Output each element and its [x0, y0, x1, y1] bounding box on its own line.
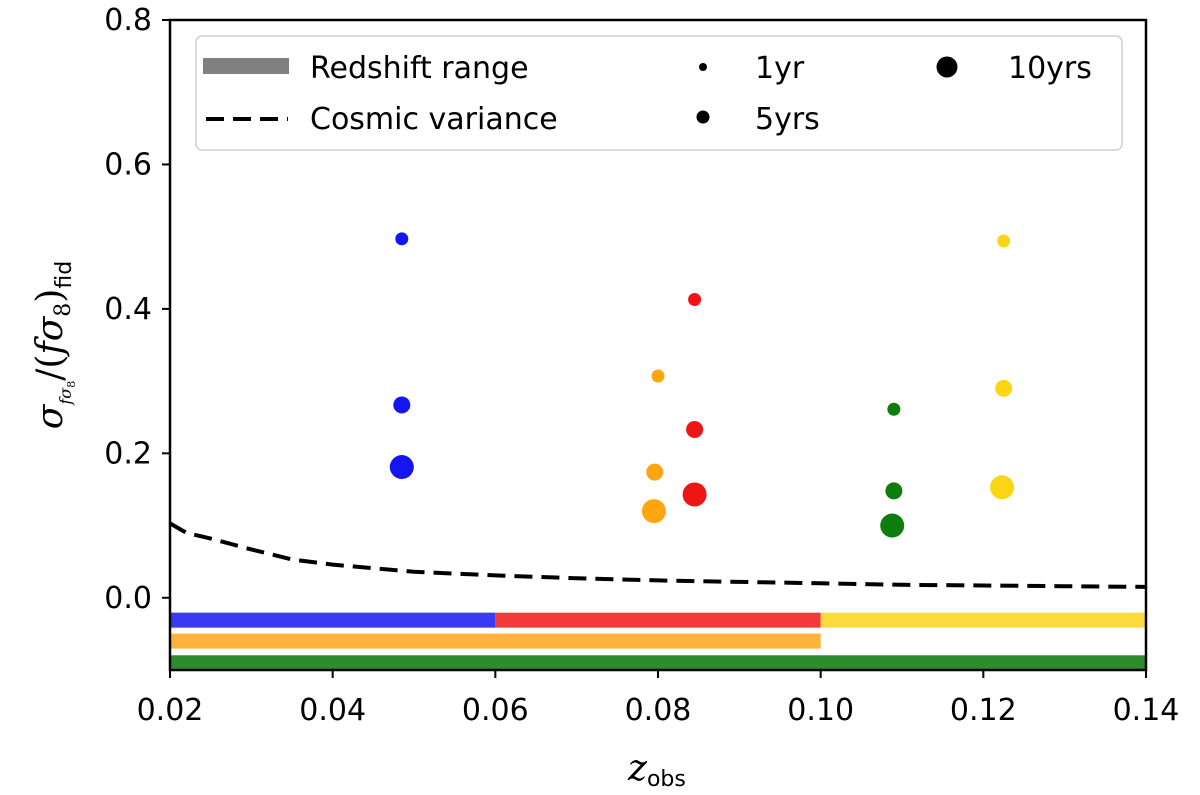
legend-frame [195, 35, 1123, 151]
x-tick-label: 0.04 [299, 693, 366, 728]
x-axis-label-sub: obs [647, 767, 686, 792]
x-axis-label: zobs [627, 748, 686, 792]
point-red-10yrs [682, 482, 707, 507]
redshift-band-gold [820, 612, 1146, 628]
y-axis-label-sigma2: σ [30, 315, 71, 341]
y-tick-label: 0.4 [104, 292, 152, 327]
y-tick-label: 0.8 [104, 3, 152, 38]
x-tick-label: 0.08 [625, 693, 692, 728]
point-red-5yrs [686, 421, 704, 438]
x-axis-ticks: 0.02 0.04 0.06 0.08 0.10 0.12 0.14 [137, 670, 1180, 728]
legend-label-1yr: 1yr [755, 51, 805, 86]
point-green-1yr [887, 402, 901, 416]
point-gold-10yrs [990, 475, 1015, 500]
x-tick-label: 0.02 [137, 693, 204, 728]
point-orange-5yrs [646, 463, 664, 481]
point-blue-10yrs [389, 455, 414, 480]
cosmic-variance-line [169, 521, 1147, 589]
x-tick-label: 0.14 [1113, 693, 1180, 728]
y-axis-label-sigma: σ [30, 403, 71, 429]
point-gold-5yrs [995, 379, 1013, 397]
y-axis-label-fid: fid [52, 261, 77, 289]
y-axis-ticks: 0.0 0.2 0.4 0.6 0.8 [104, 3, 170, 616]
legend-marker-1yr [699, 63, 707, 71]
legend-label-5yrs: 5yrs [755, 102, 820, 137]
redshift-range-bands [170, 612, 1146, 671]
point-orange-1yr [651, 369, 665, 383]
y-tick-label: 0.0 [104, 581, 152, 616]
y-tick-label: 0.2 [104, 436, 152, 471]
legend: Redshift range Cosmic variance 1yr 5yrs … [195, 35, 1123, 151]
data-points [389, 232, 1015, 538]
x-tick-label: 0.06 [462, 693, 529, 728]
legend-label-redshift-range: Redshift range [310, 51, 529, 86]
legend-band-swatch [203, 58, 289, 74]
legend-label-10yrs: 10yrs [1008, 51, 1092, 86]
y-axis-label-eight: 8 [51, 303, 76, 317]
point-blue-5yrs [393, 396, 411, 414]
redshift-band-orange [170, 633, 821, 649]
point-green-5yrs [885, 482, 903, 500]
legend-label-cosmic-variance: Cosmic variance [310, 102, 558, 137]
x-tick-label: 0.12 [950, 693, 1017, 728]
y-axis-label-eight-sub: 8 [65, 381, 78, 388]
redshift-band-red [495, 612, 821, 628]
redshift-band-green [170, 655, 1146, 671]
point-red-1yr [688, 293, 702, 306]
cosmic-variance-group [169, 521, 1147, 589]
x-axis-label-main: z [627, 748, 648, 789]
point-orange-10yrs [641, 499, 666, 524]
x-tick-label: 0.10 [787, 693, 854, 728]
point-green-10yrs [880, 513, 905, 538]
legend-marker-5yrs [696, 110, 710, 124]
y-axis-label: σfσ8/(fσ8)fid [30, 261, 78, 429]
redshift-band-blue [170, 612, 496, 628]
point-gold-1yr [997, 234, 1011, 248]
y-axis-label-f-sub: f [56, 396, 75, 406]
y-axis-label-sigma-sub: σ [56, 387, 75, 399]
legend-marker-10yrs [936, 56, 958, 78]
y-tick-label: 0.6 [104, 147, 152, 182]
point-blue-1yr [395, 232, 409, 246]
